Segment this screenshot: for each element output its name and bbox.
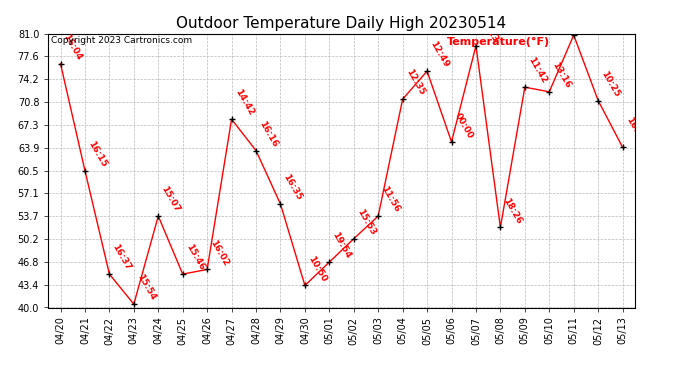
Text: Temperature(°F): Temperature(°F) <box>447 36 550 46</box>
Text: 16:04: 16:04 <box>61 33 84 62</box>
Text: 15:54: 15:54 <box>135 273 157 302</box>
Text: 10:50: 10:50 <box>306 254 328 284</box>
Text: 11:42: 11:42 <box>526 56 549 85</box>
Title: Outdoor Temperature Daily High 20230514: Outdoor Temperature Daily High 20230514 <box>177 16 506 31</box>
Text: 19:54: 19:54 <box>331 231 353 260</box>
Text: 10:25: 10:25 <box>600 69 622 99</box>
Text: 16:37: 16:37 <box>110 243 132 272</box>
Text: 14:42: 14:42 <box>233 88 255 117</box>
Text: 16:02: 16:02 <box>208 238 230 267</box>
Text: 16:37: 16:37 <box>624 116 646 145</box>
Text: Copyright 2023 Cartronics.com: Copyright 2023 Cartronics.com <box>51 36 193 45</box>
Text: 10:22: 10:22 <box>575 4 597 33</box>
Text: 00:00: 00:00 <box>453 111 475 140</box>
Text: 16:15: 16:15 <box>86 140 108 169</box>
Text: 15:53: 15:53 <box>355 207 377 237</box>
Text: 13:16: 13:16 <box>551 60 573 90</box>
Text: 11:56: 11:56 <box>380 185 402 214</box>
Text: 15:46: 15:46 <box>184 243 206 272</box>
Text: 12:35: 12:35 <box>404 68 426 97</box>
Text: 11:13: 11:13 <box>477 15 500 44</box>
Text: 18:26: 18:26 <box>502 196 524 225</box>
Text: 15:07: 15:07 <box>159 185 181 214</box>
Text: 16:35: 16:35 <box>282 173 304 202</box>
Text: 12:49: 12:49 <box>428 40 451 69</box>
Text: 16:16: 16:16 <box>257 119 279 148</box>
